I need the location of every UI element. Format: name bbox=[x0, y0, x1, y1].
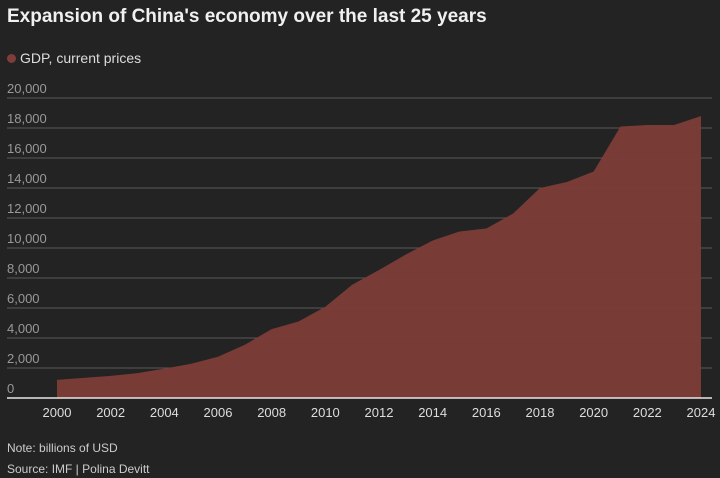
legend-swatch bbox=[7, 53, 16, 63]
x-tick-label: 2008 bbox=[257, 405, 286, 420]
y-tick-label: 14,000 bbox=[7, 171, 47, 186]
y-tick-label: 4,000 bbox=[7, 321, 40, 336]
source: Source: IMF | Polina Devitt bbox=[7, 462, 150, 476]
x-tick-label: 2002 bbox=[96, 405, 125, 420]
y-tick-label: 8,000 bbox=[7, 261, 40, 276]
y-tick-label: 2,000 bbox=[7, 351, 40, 366]
y-tick-label: 18,000 bbox=[7, 111, 47, 126]
x-tick-label: 2010 bbox=[311, 405, 340, 420]
legend: GDP, current prices bbox=[7, 50, 141, 66]
note: Note: billions of USD bbox=[7, 441, 118, 455]
y-tick-label: 10,000 bbox=[7, 231, 47, 246]
y-tick-label: 0 bbox=[7, 381, 14, 396]
x-tick-label: 2022 bbox=[633, 405, 662, 420]
legend-label: GDP, current prices bbox=[20, 50, 142, 66]
y-tick-label: 6,000 bbox=[7, 291, 40, 306]
y-tick-label: 16,000 bbox=[7, 141, 47, 156]
chart-title: Expansion of China's economy over the la… bbox=[7, 6, 487, 27]
x-tick-label: 2018 bbox=[526, 405, 555, 420]
gdp-area bbox=[57, 116, 701, 398]
x-tick-label: 2000 bbox=[43, 405, 72, 420]
x-tick-label: 2014 bbox=[418, 405, 447, 420]
y-tick-label: 20,000 bbox=[7, 81, 47, 96]
x-tick-label: 2024 bbox=[687, 405, 716, 420]
x-tick-label: 2004 bbox=[150, 405, 179, 420]
x-tick-label: 2016 bbox=[472, 405, 501, 420]
y-tick-label: 12,000 bbox=[7, 201, 47, 216]
x-tick-label: 2020 bbox=[579, 405, 608, 420]
x-tick-label: 2006 bbox=[204, 405, 233, 420]
x-tick-label: 2012 bbox=[365, 405, 394, 420]
